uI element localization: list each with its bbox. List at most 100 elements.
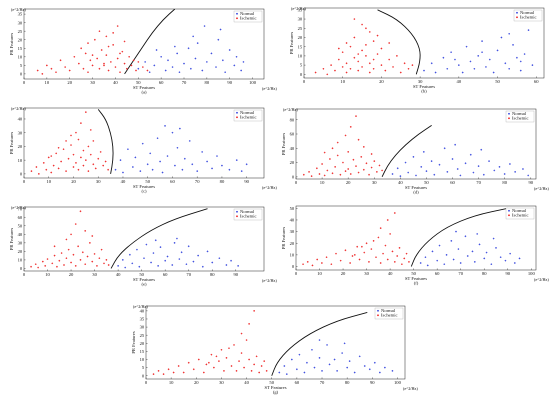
legend-box bbox=[374, 307, 404, 320]
ischemic-point bbox=[96, 265, 98, 267]
ischemic-point bbox=[357, 171, 360, 174]
normal-point bbox=[191, 163, 194, 166]
ischemic-point bbox=[361, 245, 363, 248]
normal-point bbox=[321, 370, 323, 372]
ischemic-point bbox=[210, 353, 213, 356]
y-unit-label: (e^2/Hz) bbox=[11, 106, 26, 111]
x-tick-label: 0 bbox=[145, 380, 148, 385]
legend-entry-ischemic: Ischemic bbox=[512, 213, 529, 218]
normal-point bbox=[469, 153, 472, 156]
y-tick-label: 0 bbox=[292, 264, 295, 269]
ischemic-point bbox=[91, 54, 94, 56]
normal-point bbox=[509, 252, 511, 255]
legend-marker-normal bbox=[508, 112, 510, 115]
y-axis-label: PR Features bbox=[9, 132, 14, 155]
ischemic-point bbox=[403, 62, 406, 65]
ischemic-point bbox=[380, 64, 383, 66]
normal-point bbox=[148, 71, 151, 74]
ischemic-point bbox=[102, 164, 105, 167]
x-tick-label: 50 bbox=[424, 180, 429, 185]
y-tick-label: 5 bbox=[142, 365, 145, 370]
y-axis-label: PR Features bbox=[9, 33, 14, 56]
normal-point bbox=[391, 173, 394, 175]
ischemic-point bbox=[260, 365, 263, 367]
normal-point bbox=[222, 59, 224, 62]
normal-point bbox=[415, 174, 417, 177]
plot-frame bbox=[295, 205, 537, 271]
normal-point bbox=[174, 164, 176, 167]
legend-marker-normal bbox=[236, 111, 238, 114]
ischemic-point bbox=[100, 49, 103, 51]
x-tick-label: 80 bbox=[345, 380, 350, 385]
ischemic-point bbox=[57, 146, 60, 149]
decision-boundary bbox=[124, 9, 176, 75]
x-tick-label: 50 bbox=[495, 79, 500, 84]
ischemic-point bbox=[373, 160, 376, 162]
y-tick-label: 20 bbox=[18, 37, 23, 42]
normal-point bbox=[422, 151, 425, 153]
x-tick-label: 10 bbox=[46, 179, 51, 184]
normal-point bbox=[425, 170, 428, 172]
x-tick-label: 90 bbox=[505, 271, 510, 276]
ischemic-point bbox=[347, 168, 350, 170]
ischemic-point bbox=[357, 138, 360, 141]
ischemic-point bbox=[96, 57, 98, 60]
normal-point bbox=[519, 60, 522, 63]
decision-boundary bbox=[377, 9, 421, 75]
ischemic-point bbox=[197, 358, 200, 361]
plot-frame bbox=[295, 108, 537, 180]
ischemic-point bbox=[223, 370, 225, 372]
ischemic-point bbox=[87, 145, 90, 148]
x-tick-label: 100 bbox=[528, 271, 536, 276]
ischemic-point bbox=[130, 64, 133, 67]
normal-point bbox=[122, 171, 124, 174]
x-tick-label: 20 bbox=[379, 79, 384, 84]
ischemic-point bbox=[396, 255, 399, 257]
normal-point bbox=[531, 64, 534, 66]
ischemic-point bbox=[368, 173, 370, 176]
x-tick-label: 90 bbox=[227, 80, 232, 85]
ischemic-point bbox=[322, 67, 325, 70]
ischemic-point bbox=[353, 56, 356, 59]
panel-label: (a) bbox=[141, 90, 147, 95]
normal-point bbox=[124, 266, 127, 269]
ischemic-point bbox=[208, 361, 210, 364]
x-tick-label: 70 bbox=[195, 179, 200, 184]
x-unit-label: (e^2/Hz) bbox=[262, 185, 277, 190]
normal-point bbox=[348, 360, 351, 363]
plot-frame bbox=[303, 7, 545, 79]
normal-point bbox=[183, 62, 185, 65]
normal-point bbox=[461, 71, 464, 74]
ischemic-point bbox=[341, 66, 344, 68]
ischemic-point bbox=[80, 47, 82, 50]
y-tick-label: 20 bbox=[290, 241, 295, 246]
normal-point bbox=[119, 159, 122, 162]
normal-point bbox=[188, 140, 191, 142]
x-tick-label: 90 bbox=[244, 179, 249, 184]
ischemic-point bbox=[265, 370, 268, 372]
normal-point bbox=[278, 371, 281, 374]
y-tick-label: 30 bbox=[18, 130, 23, 135]
normal-point bbox=[216, 155, 218, 157]
ischemic-point bbox=[182, 371, 185, 374]
y-tick-label: 25 bbox=[298, 26, 303, 31]
legend-box bbox=[233, 109, 263, 122]
legend-marker-normal bbox=[236, 210, 238, 213]
ischemic-point bbox=[302, 263, 304, 266]
normal-point bbox=[156, 137, 159, 140]
normal-point bbox=[477, 55, 480, 57]
ischemic-point bbox=[403, 257, 406, 260]
normal-point bbox=[240, 69, 242, 72]
y-axis-label: PR Features bbox=[289, 32, 294, 55]
legend-marker-ischemic bbox=[377, 314, 379, 317]
scatter-panel-b: 0 10 20 30 40 50 60 0 5 10 15 20 25 30 35 ST Features PR… bbox=[289, 6, 545, 94]
normal-point bbox=[190, 67, 192, 70]
y-tick-label: 20 bbox=[18, 144, 23, 149]
ischemic-point bbox=[344, 170, 347, 172]
ischemic-point bbox=[361, 49, 363, 52]
ischemic-point bbox=[393, 212, 396, 214]
x-tick-label: 80 bbox=[205, 80, 210, 85]
ischemic-point bbox=[318, 173, 321, 175]
ischemic-point bbox=[64, 66, 66, 68]
y-tick-label: 0 bbox=[20, 266, 23, 271]
